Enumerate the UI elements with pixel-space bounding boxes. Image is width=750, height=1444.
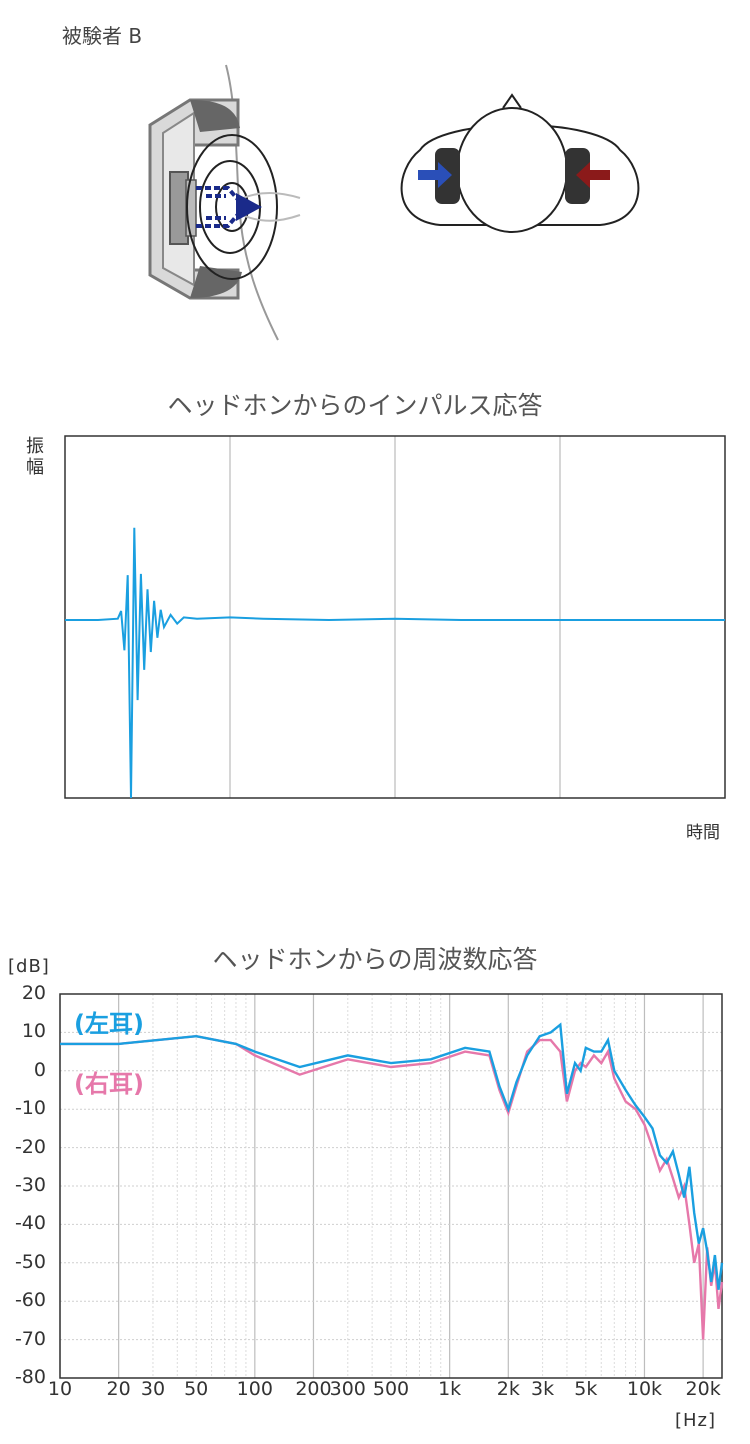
freq-xtick: 1k: [438, 1378, 462, 1400]
freq-ytick: -20: [14, 1135, 46, 1158]
freq-ytick: -30: [14, 1174, 46, 1196]
freq-ytick: -60: [14, 1289, 46, 1312]
impulse-frame: [64, 435, 726, 799]
time-axis-label: 時間: [686, 823, 720, 843]
freq-xtick: 300: [329, 1378, 366, 1400]
earcup-cross-section: [148, 64, 301, 341]
freq-xtick: 10: [47, 1378, 73, 1400]
freq-xtick: 20: [106, 1378, 131, 1400]
freq-xtick: 5k: [574, 1378, 598, 1400]
freq-ytick: -40: [14, 1212, 46, 1235]
freq-line-left-ear: [60, 1022, 724, 1290]
freq-chart-title: ヘッドホンからの周波数応答: [212, 945, 538, 974]
freq-xtick: 20k: [685, 1378, 721, 1400]
freq-y-ticks: 20 10 0 -10 -20 -30 -40 -50 -60 -70 -80: [0, 0, 60, 1444]
freq-xtick: 500: [372, 1378, 410, 1400]
db-unit-label: [dB]: [8, 956, 50, 977]
freq-xtick: 100: [236, 1378, 273, 1400]
freq-xtick: 30: [140, 1378, 166, 1400]
right-arrow-icon: [576, 162, 610, 188]
freq-xtick: 50: [184, 1378, 209, 1400]
freq-line-right-ear: [60, 1034, 724, 1340]
freq-frame: [59, 993, 723, 1379]
freq-xtick: 3k: [531, 1378, 555, 1400]
freq-ytick: 0: [33, 1058, 46, 1081]
freq-xtick: 2k: [496, 1378, 520, 1400]
freq-ytick: -70: [14, 1327, 46, 1350]
legend-left-ear: (左耳): [74, 1010, 144, 1038]
freq-ytick: 10: [21, 1020, 46, 1043]
legend-right-ear: (右耳): [74, 1070, 144, 1098]
freq-ytick: -80: [14, 1366, 46, 1388]
left-arrow-icon: [418, 162, 452, 188]
impulse-chart: [64, 435, 726, 799]
freq-ytick: 20: [21, 982, 46, 1004]
headphone-illustration: [148, 64, 640, 341]
freq-xtick: 200: [295, 1378, 332, 1400]
subject-label: 被験者 B: [62, 24, 143, 48]
head-top-view: [400, 93, 640, 233]
amplitude-axis-label: 振幅: [24, 436, 46, 478]
freq-ytick: -50: [14, 1250, 46, 1273]
freq-ytick: -10: [14, 1097, 46, 1120]
impulse-chart-title: ヘッドホンからのインパルス応答: [167, 391, 543, 420]
amplitude-axis-text: 振幅: [26, 436, 44, 478]
impulse-line: [65, 527, 725, 799]
hz-unit-label: [Hz]: [675, 1410, 717, 1431]
freq-xtick: 10k: [626, 1378, 663, 1400]
